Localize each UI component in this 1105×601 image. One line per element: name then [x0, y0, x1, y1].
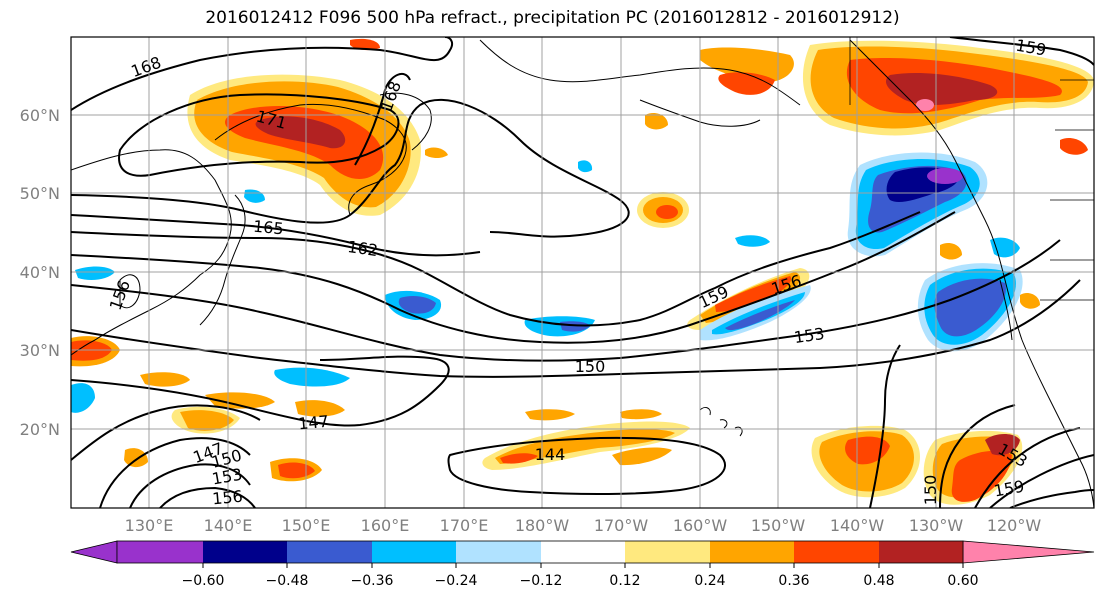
contour-label: 144: [535, 445, 566, 464]
colorbar-segment: [117, 541, 203, 563]
contour-165: [71, 99, 630, 238]
shade-southeast-positive: [811, 425, 1023, 505]
contour-label: 150: [921, 475, 940, 506]
colorbar-segment: [456, 541, 541, 563]
longitude-label: 150°E: [282, 516, 331, 535]
contour-label: 153: [793, 324, 826, 347]
colorbar-frame: [116, 540, 964, 564]
colorbar-segment: [541, 541, 625, 563]
contour-label: 165: [252, 217, 284, 239]
contour-156-sw: [159, 486, 256, 508]
contour-150-east: [869, 344, 1016, 508]
latitude-label: 40°N: [20, 263, 60, 282]
gridlines: [71, 37, 1094, 508]
contour-153-east: [974, 427, 1081, 508]
contour-156: [71, 211, 956, 344]
longitude-label: 160°E: [361, 516, 410, 535]
contour-label: 159: [1014, 36, 1047, 60]
coast-kamchatka: [379, 92, 432, 151]
colorbar-segment: [794, 541, 879, 563]
latitude-label: 30°N: [20, 341, 60, 360]
colorbar-segment: [710, 541, 794, 563]
colorbar-tick-label: 0.36: [778, 573, 809, 589]
colorbar-segment: [372, 541, 456, 563]
contour-label: 162: [346, 237, 379, 260]
shade-gulf-of-alaska: [700, 40, 1094, 136]
colorbar-tick-label: −0.36: [351, 573, 394, 589]
longitude-label: 170°W: [594, 516, 649, 535]
map-frame: [70, 36, 1095, 509]
colorbar-extend-low: [70, 540, 118, 564]
colorbar-tick-label: 0.60: [947, 573, 978, 589]
contour-label: 150: [575, 357, 606, 376]
coast-japan: [199, 194, 246, 326]
colorbar-ticks: [202, 563, 964, 568]
contour-168-north: [71, 37, 454, 111]
contour-144: [447, 436, 726, 496]
longitude-label: 140°E: [204, 516, 253, 535]
contour-150: [71, 279, 1081, 378]
shade-mid-pacific-negative: [71, 189, 770, 413]
contour-label: 156: [211, 487, 243, 509]
colorbar-tick-label: −0.24: [435, 573, 478, 589]
colorbar-segment: [287, 541, 372, 563]
longitude-label: 120°W: [987, 516, 1042, 535]
colorbar-tick-label: 0.48: [863, 573, 894, 589]
colorbar-segment: [879, 541, 963, 563]
latitude-label: 50°N: [20, 184, 60, 203]
longitude-label: 170°E: [440, 516, 489, 535]
latitude-label: 20°N: [20, 420, 60, 439]
contour-159: [71, 211, 921, 327]
colorbar-tick-label: −0.12: [520, 573, 563, 589]
colorbar-extend-high: [962, 540, 1095, 564]
contour-162: [71, 214, 481, 257]
latitude-labels: 60°N 50°N 40°N 30°N 20°N: [20, 106, 60, 439]
state-borders: [1040, 79, 1094, 301]
contour-147-sw: [71, 404, 261, 461]
longitude-label: 180°W: [515, 516, 570, 535]
latitude-label: 60°N: [20, 106, 60, 125]
contour-159-ne: [949, 37, 1094, 66]
colorbar-segment: [625, 541, 710, 563]
precipitation-shading: [71, 38, 1094, 505]
longitude-label: 130°W: [909, 516, 964, 535]
longitude-label: 130°E: [125, 516, 174, 535]
contour-156-east: [989, 454, 1094, 508]
colorbar-segment: [203, 541, 287, 563]
contour-147: [71, 355, 450, 427]
longitude-label: 150°W: [751, 516, 806, 535]
contour-label: 147: [297, 412, 329, 434]
contour-159-east: [1009, 489, 1094, 508]
map-title: 2016012412 F096 500 hPa refract., precip…: [205, 8, 900, 28]
longitude-label: 160°W: [673, 516, 728, 535]
shade-western-positive: [71, 336, 345, 482]
colorbar-tick-label: −0.48: [266, 573, 309, 589]
coast-baja: [999, 279, 1013, 341]
coastlines: [71, 37, 1094, 508]
shade-spot-mid: [637, 192, 689, 228]
contour-153: [71, 239, 1061, 362]
coast-okhotsk: [214, 103, 407, 216]
colorbar-tick-label: 0.12: [609, 573, 640, 589]
contour-150-sw: [99, 437, 251, 508]
coast-korea: [119, 274, 141, 309]
shade-california-negative: [917, 237, 1023, 352]
coast-north-america: [849, 39, 1094, 508]
coast-alaska-north: [479, 39, 801, 106]
colorbar: −0.60 −0.48 −0.36 −0.24 −0.12 0.12 0.24 …: [70, 540, 1095, 589]
shade-small-bits: [350, 38, 1088, 309]
longitude-label: 140°W: [830, 516, 885, 535]
longitude-labels: 130°E 140°E 150°E 160°E 170°E 180°W 170°…: [125, 516, 1042, 535]
colorbar-tick-label: −0.60: [182, 573, 225, 589]
contour-153-sw: [129, 463, 251, 508]
colorbar-tick-label: 0.24: [694, 573, 725, 589]
